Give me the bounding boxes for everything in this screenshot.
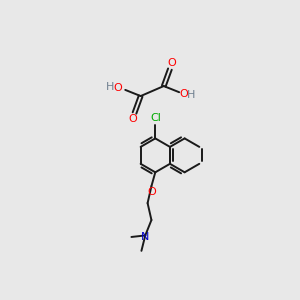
Text: O: O — [129, 114, 137, 124]
Text: H: H — [187, 90, 196, 100]
Text: Cl: Cl — [151, 112, 161, 123]
Text: N: N — [141, 232, 149, 242]
Text: O: O — [179, 89, 188, 99]
Text: O: O — [113, 83, 122, 93]
Text: O: O — [167, 58, 176, 68]
Text: H: H — [106, 82, 114, 92]
Text: O: O — [147, 187, 156, 197]
